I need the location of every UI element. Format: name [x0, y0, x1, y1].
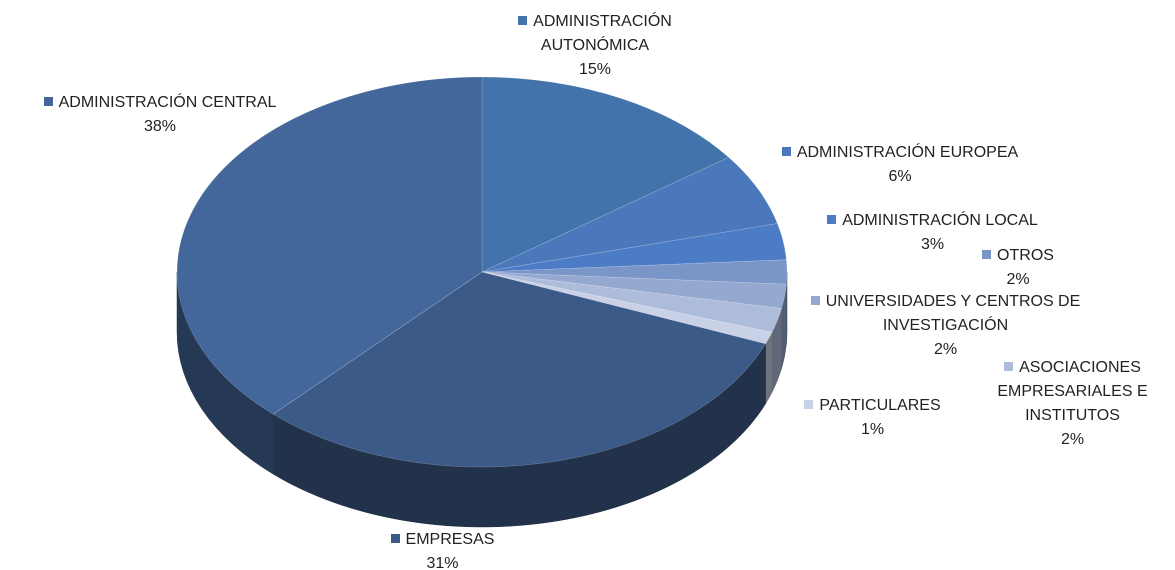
legend-marker [804, 400, 814, 409]
value-label: 31% [426, 555, 459, 570]
legend-marker [390, 534, 400, 543]
value-label: 1% [860, 421, 885, 438]
legend-marker [518, 16, 528, 25]
legend-marker [781, 147, 791, 156]
slice-label: ADMINISTRACIÓN LOCAL 3% [785, 209, 1080, 257]
legend-marker [827, 215, 837, 224]
slice [176, 76, 483, 415]
slice-label: ADMINISTRACIÓN EUROPEA 6% [750, 141, 1050, 189]
category-label: ASOCIACIONES EMPRESARIALES E INSTITUTOS [997, 359, 1148, 424]
category-label: ADMINISTRACIÓN LOCAL [842, 212, 1038, 229]
slice [481, 271, 773, 345]
slice-label: EMPRESAS 31% [370, 528, 515, 570]
value-label: 2% [1060, 431, 1085, 448]
slice-label: ADMINISTRACIÓN CENTRAL 38% [10, 91, 310, 139]
legend-marker [43, 97, 53, 106]
slice-label: ADMINISTRACIÓN AUTONÓMICA 15% [495, 10, 695, 82]
category-label: ADMINISTRACIÓN AUTONÓMICA [533, 13, 672, 54]
slice-label: ASOCIACIONES EMPRESARIALES E INSTITUTOS 2… [970, 356, 1175, 452]
value-label: 2% [933, 341, 958, 358]
value-label: 15% [578, 61, 612, 78]
category-label: ADMINISTRACIÓN CENTRAL [58, 94, 277, 111]
category-label: PARTICULARES [819, 397, 941, 414]
slice-label: PARTICULARES 1% [780, 394, 965, 442]
slice [481, 259, 788, 285]
category-label: OTROS [997, 247, 1054, 264]
value-label: 38% [143, 118, 177, 135]
slice [481, 271, 782, 333]
slice-side [765, 332, 773, 405]
category-label: EMPRESAS [405, 531, 495, 548]
category-label: ADMINISTRACIÓN EUROPEA [796, 144, 1019, 161]
slice [481, 157, 778, 273]
legend-marker [1004, 362, 1014, 371]
value-label: 3% [920, 236, 945, 253]
value-label: 2% [1006, 271, 1030, 288]
value-label: 6% [888, 168, 912, 185]
slice [481, 271, 787, 309]
legend-marker [982, 250, 992, 259]
legend-marker [810, 296, 820, 305]
slice [272, 271, 767, 468]
category-label: UNIVERSIDADES Y CENTROS DE INVESTIGACIÓN [825, 293, 1081, 334]
slice [481, 76, 730, 273]
slice-label: UNIVERSIDADES Y CENTROS DE INVESTIGACIÓN… [793, 290, 1098, 362]
slice [481, 223, 787, 273]
slice-label: OTROS 2% [978, 244, 1058, 292]
